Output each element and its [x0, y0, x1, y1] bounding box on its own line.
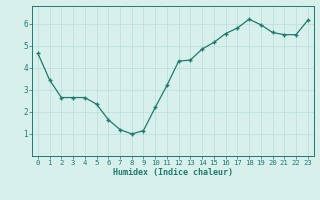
X-axis label: Humidex (Indice chaleur): Humidex (Indice chaleur) — [113, 168, 233, 177]
